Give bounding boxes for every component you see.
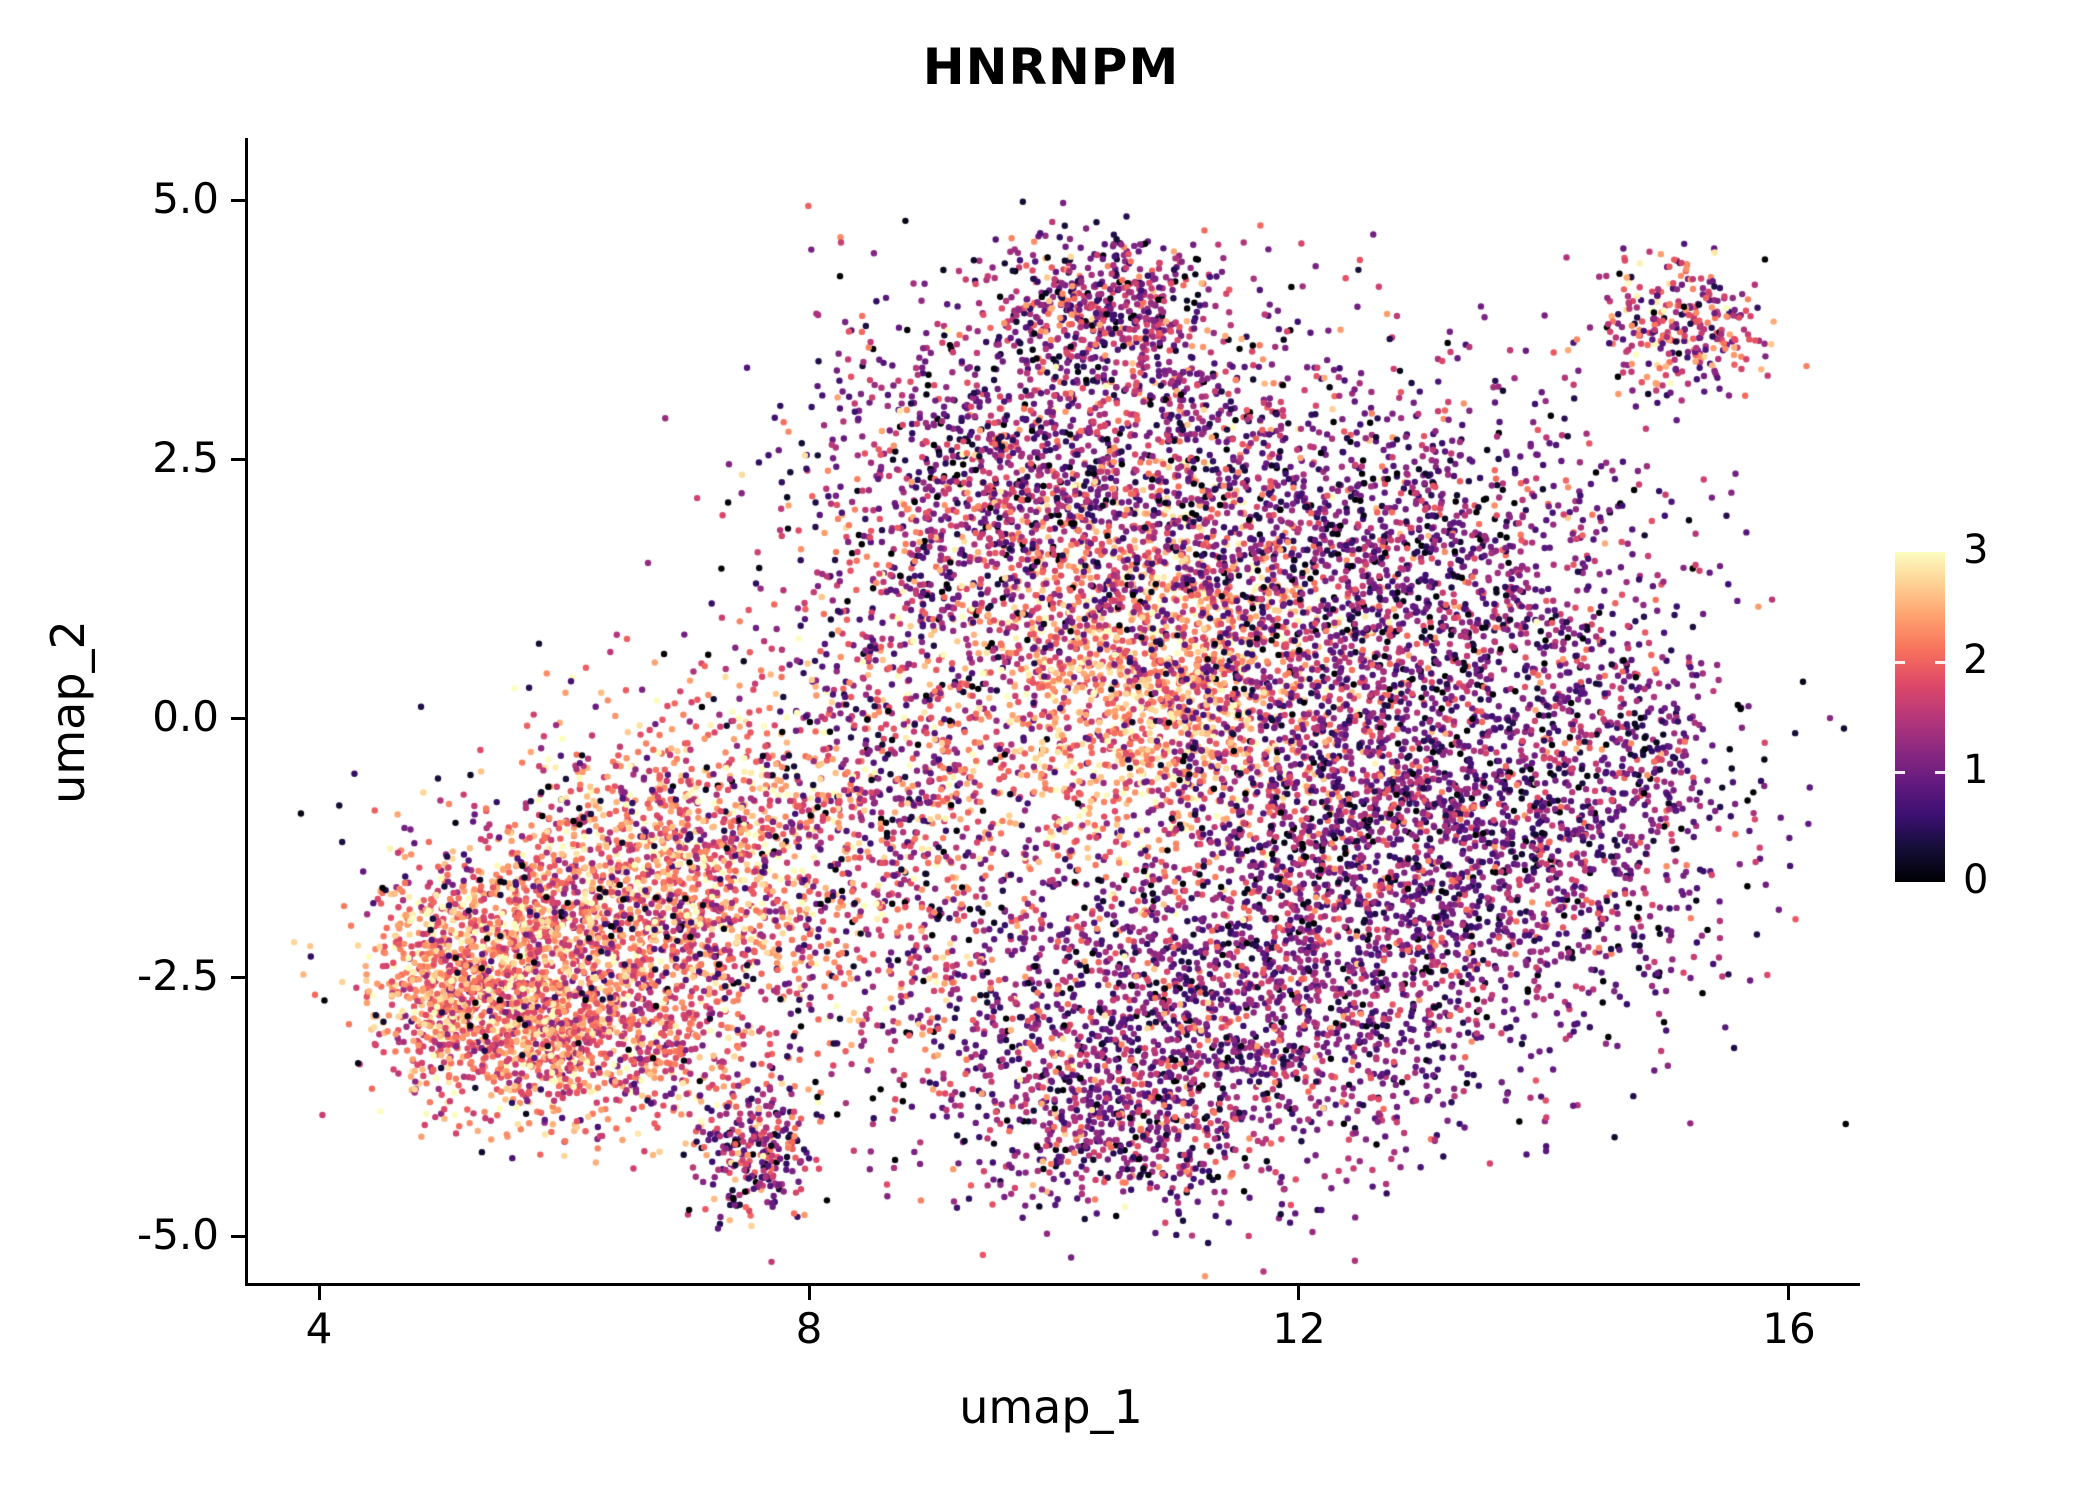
x-axis-label: umap_1 (959, 1380, 1143, 1434)
x-tick-label: 12 (1272, 1304, 1326, 1353)
colorbar-tick-label: 0 (1963, 857, 1989, 903)
colorbar-tick-mark (1895, 660, 1905, 664)
y-tick-mark (231, 975, 245, 979)
y-tick-label: 0.0 (152, 692, 219, 742)
y-tick-mark (231, 1234, 245, 1238)
y-tick-mark (231, 457, 245, 461)
colorbar-tick-label: 3 (1963, 527, 1989, 573)
colorbar-tick-mark (1935, 770, 1945, 774)
chart-title: HNRNPM (922, 38, 1180, 96)
x-tick-mark (1787, 1286, 1791, 1300)
umap-scatter-canvas (248, 138, 1860, 1283)
x-tick-label: 16 (1762, 1304, 1816, 1353)
y-tick-mark (231, 198, 245, 202)
x-tick-mark (1297, 1286, 1301, 1300)
y-tick-mark (231, 716, 245, 720)
colorbar-gradient (1895, 552, 1945, 882)
y-tick-label: 2.5 (152, 433, 219, 483)
colorbar-tick-mark (1895, 770, 1905, 774)
colorbar-tick-label: 1 (1963, 747, 1989, 793)
y-tick-label: -5.0 (137, 1210, 219, 1260)
colorbar-tick-label: 2 (1963, 637, 1989, 683)
plot-panel (245, 138, 1860, 1286)
x-tick-mark (807, 1286, 811, 1300)
y-tick-label: 5.0 (152, 174, 219, 224)
colorbar-tick-mark (1935, 660, 1945, 664)
x-tick-label: 8 (795, 1304, 823, 1353)
x-tick-label: 4 (305, 1304, 333, 1353)
y-tick-label: -2.5 (137, 951, 219, 1001)
x-tick-mark (317, 1286, 321, 1300)
